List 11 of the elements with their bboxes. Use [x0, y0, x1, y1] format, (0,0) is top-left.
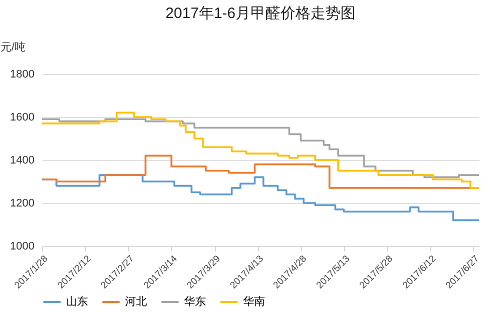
y-tick-label: 1800: [10, 68, 34, 80]
legend-label: 河北: [125, 295, 147, 308]
y-tick-label: 1400: [10, 154, 34, 166]
y-axis-title: 元/吨: [0, 40, 26, 54]
y-tick-label: 1000: [10, 240, 34, 252]
y-tick-label: 1600: [10, 112, 34, 124]
legend-label: 山东: [66, 295, 88, 308]
chart-title: 2017年1-6月甲醛价格走势图: [165, 5, 356, 22]
y-tick-label: 1200: [10, 198, 34, 210]
legend-label: 华东: [184, 295, 206, 308]
legend-label: 华南: [243, 295, 265, 308]
